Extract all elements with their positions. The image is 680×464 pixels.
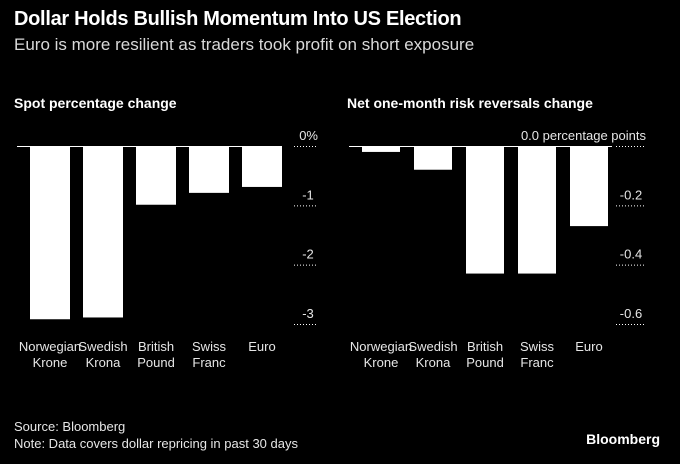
spot-bar-2 — [136, 146, 176, 205]
chart-title: Dollar Holds Bullish Momentum Into US El… — [14, 8, 462, 30]
spot-tick-label-1: -1 — [302, 187, 314, 202]
risk-reversal-category-label-4: Euro — [575, 339, 602, 354]
spot-category-label-4: Euro — [248, 339, 275, 354]
spot-category-label-3: Swiss Franc — [192, 339, 226, 370]
risk-reversal-tick-label-3: -0.6 — [620, 306, 642, 321]
spot-bar-1 — [83, 146, 123, 318]
spot-panel-title: Spot percentage change — [14, 95, 177, 111]
data-note: Note: Data covers dollar repricing in pa… — [14, 436, 298, 451]
spot-tick-label-3: -3 — [302, 306, 314, 321]
risk-reversal-bar-4 — [570, 146, 608, 227]
spot-category-label-0: Norwegian Krone — [19, 339, 81, 370]
bloomberg-logo: Bloomberg — [586, 431, 660, 447]
source-note: Source: Bloomberg — [14, 419, 126, 434]
risk-reversal-bar-1 — [414, 146, 452, 170]
spot-bar-3 — [189, 146, 229, 193]
spot-tick-label-0: 0% — [299, 128, 318, 143]
risk-reversal-tick-label-2: -0.4 — [620, 247, 642, 262]
spot-bar-0 — [30, 146, 70, 320]
spot-category-label-1: Swedish Krona — [78, 339, 127, 370]
risk-reversal-bar-2 — [466, 146, 504, 274]
spot-bar-4 — [242, 146, 282, 187]
risk-reversal-panel-title: Net one-month risk reversals change — [347, 95, 593, 111]
risk-reversal-tick-label-1: -0.2 — [620, 187, 642, 202]
risk-reversal-chart: 0.0 percentage points -0.2 -0.4 -0.6 Norwegi… — [349, 128, 646, 370]
spot-tick-label-2: -2 — [302, 247, 314, 262]
risk-reversal-category-label-0: Norwegian Krone — [350, 339, 412, 370]
spot-category-label-2: British Pound — [137, 339, 175, 370]
risk-reversal-category-label-2: British Pound — [466, 339, 504, 370]
risk-reversal-category-label-1: Swedish Krona — [408, 339, 457, 370]
risk-reversal-bar-0 — [362, 146, 400, 152]
risk-reversal-bar-3 — [518, 146, 556, 274]
chart-subtitle: Euro is more resilient as traders took p… — [14, 35, 475, 54]
risk-reversal-category-label-3: Swiss Franc — [520, 339, 554, 370]
risk-reversal-tick-label-0: 0.0 percentage points — [521, 128, 647, 143]
